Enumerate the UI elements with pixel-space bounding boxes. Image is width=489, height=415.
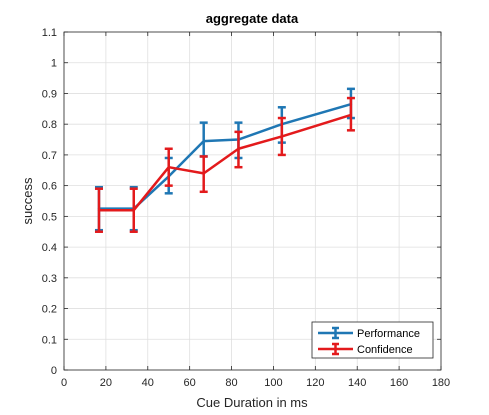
- legend: Performance Confidence: [311, 321, 434, 359]
- plot-area: [64, 32, 441, 370]
- legend-marker-performance: [318, 326, 353, 340]
- data-point: [349, 113, 353, 117]
- y-tick-label: 0.7: [42, 150, 57, 162]
- y-tick-label: 0: [51, 365, 57, 377]
- y-axis-label: success: [20, 177, 35, 224]
- data-point: [237, 147, 240, 150]
- x-tick-label: 100: [264, 377, 282, 389]
- x-tick-label: 80: [225, 377, 237, 389]
- data-point: [97, 209, 101, 212]
- legend-box: [311, 321, 434, 359]
- x-tick-label: 140: [348, 377, 366, 389]
- x-tick-label: 160: [390, 377, 408, 389]
- data-point: [167, 166, 170, 169]
- y-tick-label: 0.3: [42, 273, 57, 285]
- axes-box: [63, 31, 442, 371]
- x-tick-label: 120: [306, 377, 324, 389]
- y-tick-label: 1.1: [42, 27, 57, 39]
- legend-marker-confidence: [318, 342, 353, 356]
- y-tick-label: 0.6: [42, 181, 57, 193]
- y-tick-label: 1: [51, 58, 57, 70]
- x-tick-label: 40: [142, 377, 154, 389]
- chart-title: aggregate data: [206, 11, 299, 26]
- series-group: [94, 87, 355, 233]
- y-tick-label: 0.1: [42, 334, 57, 346]
- legend-label-confidence: Confidence: [357, 344, 413, 356]
- x-tick-label: 180: [432, 377, 450, 389]
- tick-labels: 0 20 40 60 80 100 120 140 160 180 0 0.1 0.2 0.3 0.4 0.5…: [42, 27, 450, 389]
- y-tick-label: 0.9: [42, 88, 57, 100]
- data-point: [202, 139, 205, 143]
- data-point: [202, 172, 205, 175]
- x-tick-label: 20: [100, 377, 112, 389]
- x-tick-label: 0: [61, 377, 67, 389]
- axes: [63, 31, 442, 371]
- y-tick-label: 0.8: [42, 119, 57, 131]
- y-tick-label: 0.4: [42, 242, 57, 254]
- y-tick-label: 0.2: [42, 304, 57, 316]
- data-point: [132, 209, 135, 212]
- legend-label-performance: Performance: [357, 328, 420, 340]
- x-axis-label: Cue Duration in ms: [196, 395, 308, 410]
- x-tick-label: 60: [184, 377, 196, 389]
- y-tick-label: 0.5: [42, 211, 57, 223]
- data-point: [280, 135, 284, 138]
- series-confidence: [94, 96, 355, 233]
